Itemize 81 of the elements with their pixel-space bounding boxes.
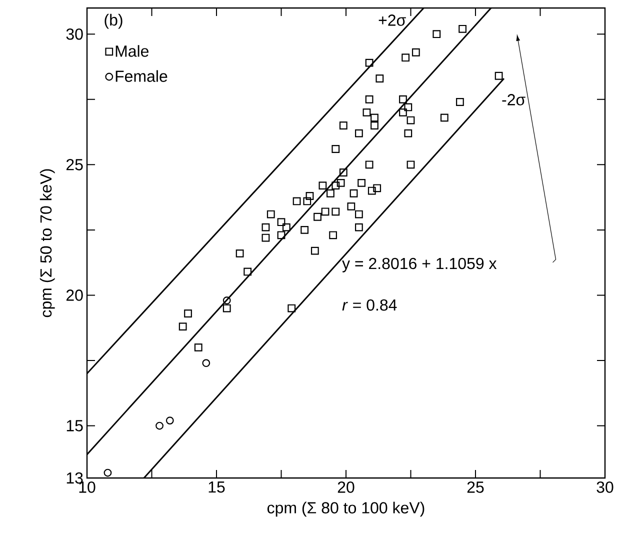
point (347, 202, 356, 210)
point (332, 208, 340, 216)
point (355, 129, 363, 138)
x-tick-label: 20 (338, 482, 354, 493)
x-tick-label: 15 (208, 482, 225, 493)
point (292, 197, 301, 206)
point (306, 192, 314, 200)
y-axis-title: cpm (Σ 50 to 70 keV) (40, 169, 55, 318)
point (244, 268, 252, 276)
annotation: y = 2.8016 + 1.1059 x (342, 258, 497, 272)
point (318, 182, 327, 190)
x-tick-label: 25 (467, 482, 484, 493)
point (370, 114, 378, 122)
point (365, 160, 374, 169)
point (303, 197, 312, 206)
point (339, 168, 348, 176)
point (458, 24, 466, 33)
legend-label: +2σ (378, 14, 406, 26)
point (370, 122, 378, 130)
point (412, 48, 420, 56)
y-tick-label: 20 (66, 290, 83, 301)
point (329, 231, 337, 240)
point (399, 108, 407, 116)
point (326, 189, 334, 198)
x-tick-label: 30 (596, 482, 614, 493)
point (314, 212, 322, 221)
point (355, 223, 363, 232)
point (222, 296, 231, 304)
series-label: -2σ (502, 94, 526, 106)
point (266, 210, 275, 218)
point (156, 422, 164, 430)
point (365, 95, 374, 104)
point (178, 322, 187, 330)
point (406, 160, 415, 169)
point (262, 223, 270, 232)
annotation: r = 0.84 (342, 299, 397, 311)
point (373, 184, 382, 192)
point (358, 178, 366, 187)
point (282, 223, 290, 232)
point (456, 98, 464, 106)
point (277, 218, 286, 226)
point (321, 208, 330, 216)
point (355, 210, 363, 218)
point (222, 304, 231, 312)
point (350, 189, 358, 198)
point (406, 116, 415, 124)
point (262, 234, 270, 242)
legend-label: Male (116, 45, 149, 57)
y-tick-label: 13 (66, 472, 83, 484)
y-tick-label: 15 (66, 420, 83, 432)
point (368, 186, 376, 195)
point (362, 108, 371, 116)
point (288, 304, 296, 312)
legend-label: Female (116, 70, 168, 82)
point (399, 95, 407, 104)
y-tick-label: 25 (66, 159, 83, 170)
point (432, 30, 441, 38)
point (300, 226, 309, 234)
point (184, 310, 192, 318)
point (332, 182, 340, 190)
point (332, 145, 340, 153)
point (402, 54, 410, 62)
point (277, 231, 286, 240)
point (104, 468, 112, 477)
x-tick-label: 10 (79, 482, 96, 493)
point (202, 359, 210, 368)
point (236, 249, 244, 258)
point (310, 246, 319, 255)
annotation: (b) (104, 14, 122, 29)
point (194, 343, 202, 352)
y-tick-label: 30 (66, 28, 83, 40)
point (440, 114, 448, 122)
point (339, 122, 348, 130)
point (336, 178, 345, 187)
x-axis-title: cpm (Σ 80 to 100 keV) (267, 502, 424, 517)
point (166, 416, 174, 424)
point (494, 72, 503, 80)
point (365, 58, 374, 67)
point (404, 129, 412, 138)
point (404, 103, 412, 112)
point (376, 74, 384, 82)
